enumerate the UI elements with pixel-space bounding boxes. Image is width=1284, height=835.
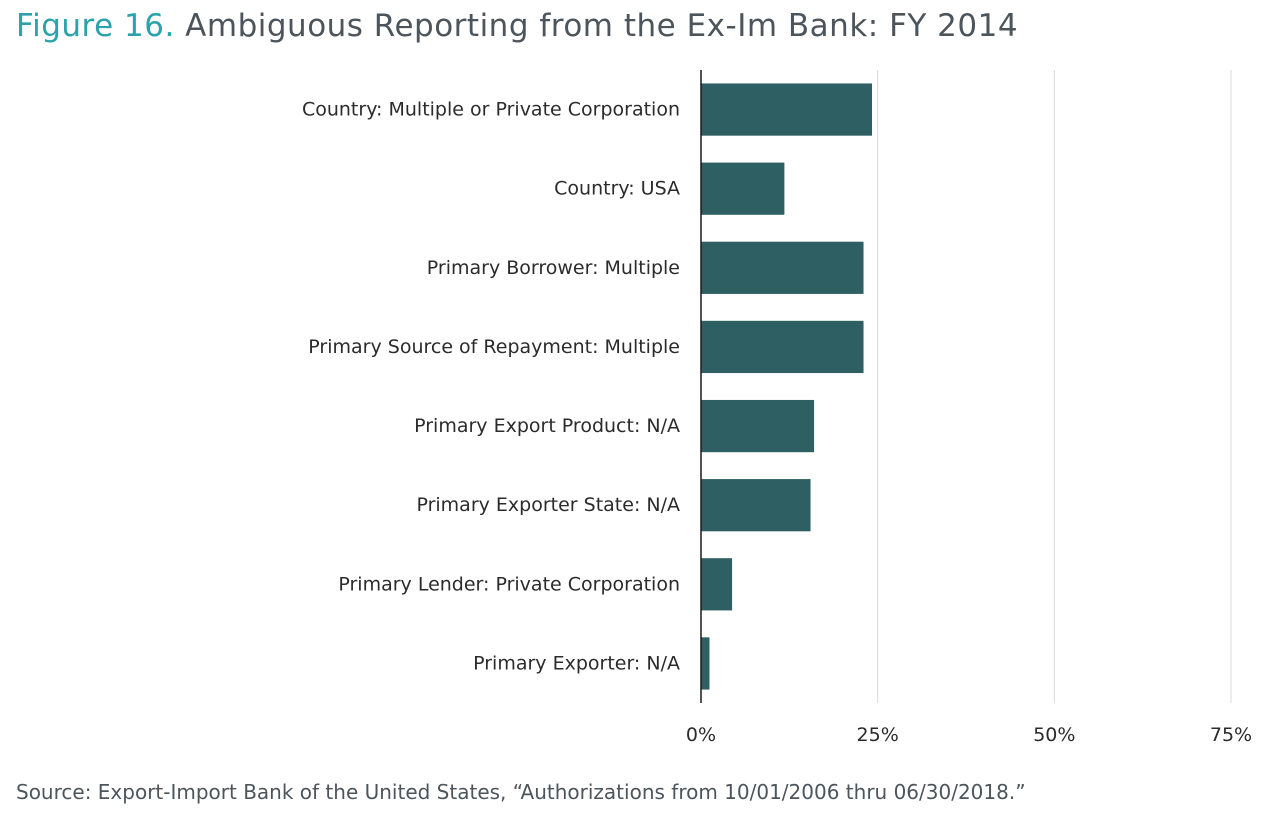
bar-chart: Country: Multiple or Private Corporation… [302,70,1252,746]
x-tick-label: 75% [1210,724,1252,746]
figure-number: Figure 16. [16,8,175,44]
category-label: Primary Export Product: N/A [414,415,680,437]
bar [701,83,873,136]
bar [701,479,811,532]
bar [701,162,785,215]
bar [701,637,710,690]
category-label: Country: USA [554,178,680,200]
x-tick-label: 25% [857,724,899,746]
x-tick-labels: 0% 25% 50% 75% [686,724,1252,746]
source-note: Source: Export-Import Bank of the United… [16,780,1026,804]
category-label: Primary Exporter: N/A [473,652,680,674]
bar [701,241,864,294]
category-label: Primary Source of Repayment: Multiple [308,336,680,358]
bar [701,558,733,611]
bars [701,83,873,690]
bar [701,399,815,453]
category-label: Primary Lender: Private Corporation [338,573,680,595]
bar [701,320,864,374]
category-labels: Country: Multiple or Private Corporation… [302,99,680,675]
title-text: Ambiguous Reporting from the Ex-Im Bank:… [185,8,1019,44]
chart-title: Figure 16. Ambiguous Reporting from the … [16,8,1018,44]
gridlines [877,70,1232,703]
category-label: Primary Exporter State: N/A [416,494,680,516]
category-label: Country: Multiple or Private Corporation [302,99,680,121]
x-tick-label: 0% [686,724,716,746]
x-tick-label: 50% [1033,724,1075,746]
category-label: Primary Borrower: Multiple [427,257,680,279]
